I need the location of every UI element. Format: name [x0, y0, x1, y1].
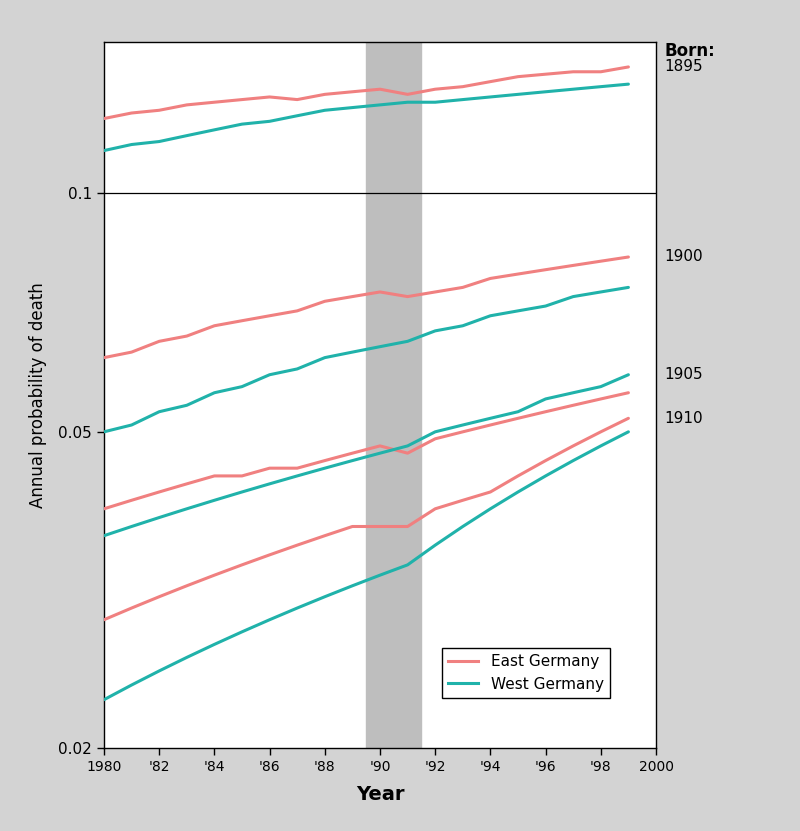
- Text: 1910: 1910: [664, 411, 703, 425]
- Text: Born:: Born:: [664, 42, 715, 60]
- Text: 1900: 1900: [664, 249, 703, 264]
- X-axis label: Year: Year: [356, 784, 404, 804]
- Text: 1895: 1895: [664, 60, 703, 75]
- Legend: East Germany, West Germany: East Germany, West Germany: [442, 648, 610, 698]
- Bar: [366, 42, 422, 748]
- Y-axis label: Annual probability of death: Annual probability of death: [30, 282, 47, 508]
- Text: 1905: 1905: [664, 367, 703, 382]
